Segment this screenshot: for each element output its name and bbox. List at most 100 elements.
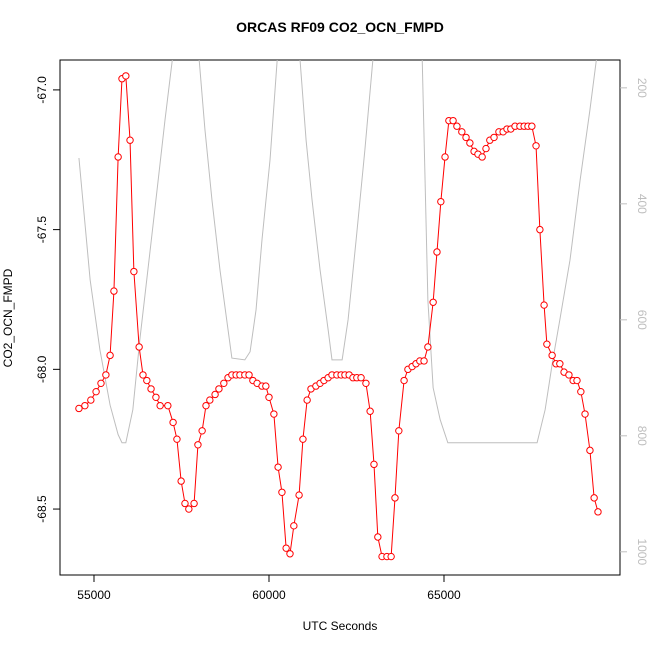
data-point [462,133,470,142]
data-point [130,267,138,276]
data-point [278,488,286,496]
data-point [420,357,428,365]
data-point [274,463,282,471]
data-point [424,343,432,351]
y2-tick-label: 400 [635,194,649,214]
data-point [194,441,202,449]
data-point [211,390,219,399]
data-point [295,491,303,499]
data-point [173,435,181,443]
data-point [185,505,193,513]
series-line [78,74,599,558]
data-point [147,385,155,393]
data-point [441,153,449,161]
data-point [299,435,307,443]
data-point [106,351,114,360]
data-point [478,153,486,161]
data-point [270,410,278,418]
data-point [245,371,253,379]
data-point [190,499,198,508]
data-point [126,136,134,144]
series-line [78,60,597,444]
data-point [391,494,399,502]
plot-area [75,60,602,561]
data-point [135,343,143,351]
data-point [387,552,395,561]
data-point [433,248,441,256]
data-point [449,116,457,125]
data-point [282,544,290,552]
data-point [215,385,223,393]
data-point [92,387,100,396]
data-point [110,287,118,295]
data-point [262,382,270,390]
data-point [357,374,365,382]
data-point [362,379,370,388]
data-point [400,376,408,385]
data-point [453,122,461,130]
chart-title: ORCAS RF09 CO2_OCN_FMPD [236,19,444,35]
y2-tick-label: 800 [635,426,649,446]
data-point [220,379,228,388]
data-point [395,427,403,435]
data-point [114,153,122,161]
y2-tick-label: 600 [635,310,649,330]
data-point [581,410,589,418]
data-point [556,360,564,368]
data-point [536,225,544,234]
data-point [143,376,151,385]
x-tick-label: 60000 [252,588,286,602]
data-point [202,401,210,410]
data-point [181,499,189,508]
data-point [565,371,573,379]
data-point [156,401,164,410]
y-axis-label: CO2_OCN_FMPD [1,268,15,367]
data-point [177,477,185,485]
data-point [164,401,172,410]
data-point [102,371,110,379]
data-point [366,407,374,415]
data-point [206,396,214,404]
x-axis-label: UTC Seconds [303,619,378,633]
data-point [122,72,130,80]
data-point [532,142,540,150]
data-point [528,122,536,130]
data-point [286,550,294,558]
data-point [543,340,551,348]
data-point [540,301,548,309]
data-point [139,371,147,379]
plot-frame [59,59,621,576]
data-point [198,427,206,435]
y-tick-label: -67.5 [35,216,49,244]
data-point [152,393,160,401]
y-tick-label: -67.0 [35,76,49,104]
y-tick-label: -68.0 [35,355,49,383]
data-point [594,508,602,516]
data-point [482,144,490,153]
data-point [290,522,298,530]
data-point [577,387,585,396]
x-tick-label: 55000 [77,588,111,602]
data-point [265,393,273,401]
data-point [458,128,466,136]
data-point [169,418,177,427]
data-point [466,139,474,147]
data-point [303,396,311,404]
data-point [573,376,581,385]
y2-tick-label: 200 [635,78,649,98]
y-tick-label: -68.5 [35,495,49,523]
y2-tick-label: 1000 [635,538,649,565]
data-point [75,404,83,413]
data-point [374,533,382,541]
data-point [548,351,556,360]
data-point [437,197,445,206]
data-point [87,396,95,404]
data-point [586,446,594,455]
data-point [429,298,437,306]
data-point [97,379,105,388]
data-point [81,401,89,410]
data-point [370,460,378,469]
data-point [590,494,598,502]
data-point [490,133,498,142]
